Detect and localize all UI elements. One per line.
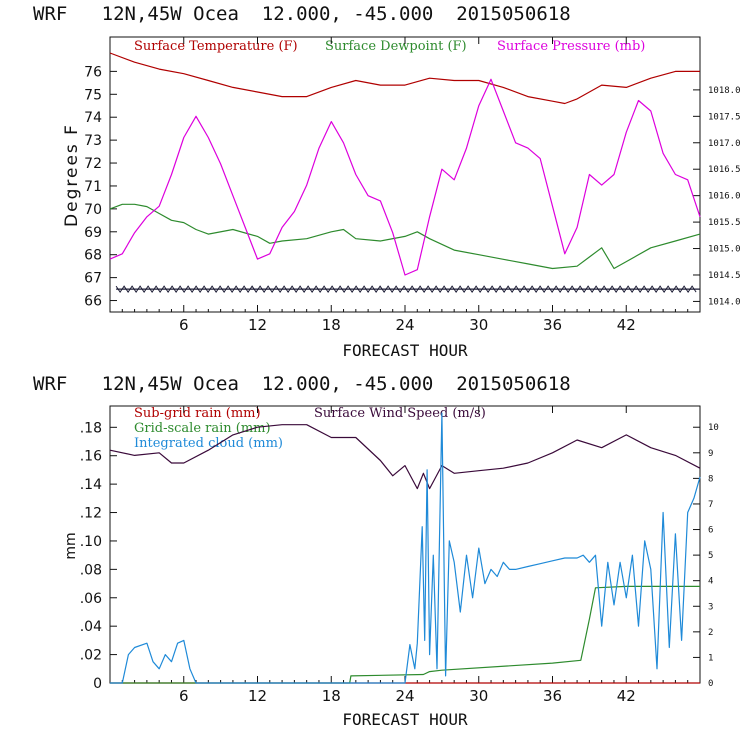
y-tick-label: .06 — [80, 591, 102, 607]
y-tick-label: 66 — [84, 294, 102, 310]
y2-tick-label: 2 — [708, 628, 713, 638]
legend-surface-dewpoint: Surface Dewpoint (F) — [325, 39, 467, 54]
bottom-chart-title: WRF 12N,45W Ocea 12.000, -45.000 2015050… — [33, 373, 571, 395]
y-tick-label: .12 — [80, 506, 102, 522]
y2-tick-label: 4 — [708, 577, 713, 587]
y2-tick-label: 7 — [708, 500, 713, 510]
top-series-group — [109, 52, 701, 294]
x-tick-label: 36 — [543, 316, 562, 334]
x-tick-label: 12 — [248, 316, 267, 334]
y2-tick-label: 1 — [708, 653, 713, 663]
legend-sub-grid-rain: Sub-grid rain (mm) — [134, 406, 261, 421]
y-tick-label: .08 — [80, 562, 102, 578]
series-line-surface-temperature — [109, 52, 700, 105]
y-tick-label: 69 — [84, 225, 102, 241]
y-tick-label: 67 — [84, 271, 102, 287]
y2-tick-label: 1017.0 — [708, 139, 740, 149]
series-line-surface-wind-speed — [109, 424, 701, 490]
x-tick-label: 42 — [617, 316, 636, 334]
series-line-grid-scale-rain — [110, 585, 700, 684]
y2-tick-label: 1014.0 — [708, 297, 740, 307]
y2-tick-label: 1015.5 — [708, 218, 740, 228]
y2-tick-label: 5 — [708, 551, 713, 561]
y-tick-label: 74 — [84, 110, 102, 126]
y2-tick-label: 1016.0 — [708, 192, 740, 202]
y-tick-label: 68 — [84, 248, 102, 264]
y-tick-label: 72 — [84, 156, 102, 172]
legend-surface-temperature: Surface Temperature (F) — [134, 39, 298, 54]
y-tick-label: 73 — [84, 133, 102, 149]
top-xlabel: FORECAST HOUR — [342, 341, 468, 360]
series-line-surface-pressure — [109, 78, 701, 276]
top-axes-ticks: 6 12 18 24 30 36 42 66 67 68 69 70 71 72 73 74 75 76 1014.… — [84, 37, 740, 334]
y2-tick-label: 10 — [708, 423, 719, 433]
y-tick-label: 71 — [84, 179, 102, 195]
y2-tick-label: 1016.5 — [708, 165, 740, 175]
legend-grid-scale-rain: Grid-scale rain (mm) — [134, 421, 271, 436]
y2-tick-label: 0 — [708, 679, 713, 689]
bottom-series-group — [109, 412, 701, 684]
y2-tick-label: 6 — [708, 526, 713, 536]
x-tick-label: 24 — [395, 687, 414, 705]
y2-tick-label: 1015.0 — [708, 245, 740, 255]
y2-tick-label: 8 — [708, 474, 713, 484]
legend-surface-pressure: Surface Pressure (mb) — [497, 39, 645, 54]
bottom-ylabel: mm — [63, 532, 79, 559]
y2-tick-label: 3 — [708, 602, 713, 612]
x-tick-label: 18 — [322, 316, 341, 334]
y-tick-label: .16 — [80, 449, 102, 465]
y-tick-label: 0 — [93, 676, 102, 692]
y-tick-label: 76 — [84, 64, 102, 80]
x-tick-label: 6 — [179, 687, 189, 705]
y-tick-label: .02 — [80, 648, 102, 664]
bottom-xlabel: FORECAST HOUR — [342, 710, 468, 729]
legend-integrated-cloud: Integrated cloud (mm) — [134, 436, 283, 451]
series-zigzag-baseline — [115, 285, 697, 294]
y2-tick-label: 1014.5 — [708, 271, 740, 281]
x-tick-label: 6 — [179, 316, 189, 334]
y-tick-label: .18 — [80, 420, 102, 436]
top-ylabel: Degrees F — [62, 123, 82, 227]
x-tick-label: 36 — [543, 687, 562, 705]
x-tick-label: 42 — [617, 687, 636, 705]
top-chart-title: WRF 12N,45W Ocea 12.000, -45.000 2015050… — [33, 3, 571, 25]
x-tick-label: 30 — [469, 316, 488, 334]
y-tick-label: 75 — [84, 87, 102, 103]
y2-tick-label: 1018.0 — [708, 86, 740, 96]
y2-tick-label: 1017.5 — [708, 112, 740, 122]
y-tick-label: .10 — [80, 534, 102, 550]
x-tick-label: 12 — [248, 687, 267, 705]
y-tick-label: .14 — [80, 477, 102, 493]
legend-surface-wind-speed: Surface Wind Speed (m/s) — [314, 406, 486, 421]
y2-tick-label: 9 — [708, 449, 713, 459]
y-tick-label: 70 — [84, 202, 102, 218]
series-line-surface-dewpoint — [109, 203, 701, 270]
x-tick-label: 30 — [469, 687, 488, 705]
series-line-integrated-cloud — [110, 412, 701, 684]
x-tick-label: 18 — [322, 687, 341, 705]
y-tick-label: .04 — [80, 619, 102, 635]
x-tick-label: 24 — [395, 316, 414, 334]
